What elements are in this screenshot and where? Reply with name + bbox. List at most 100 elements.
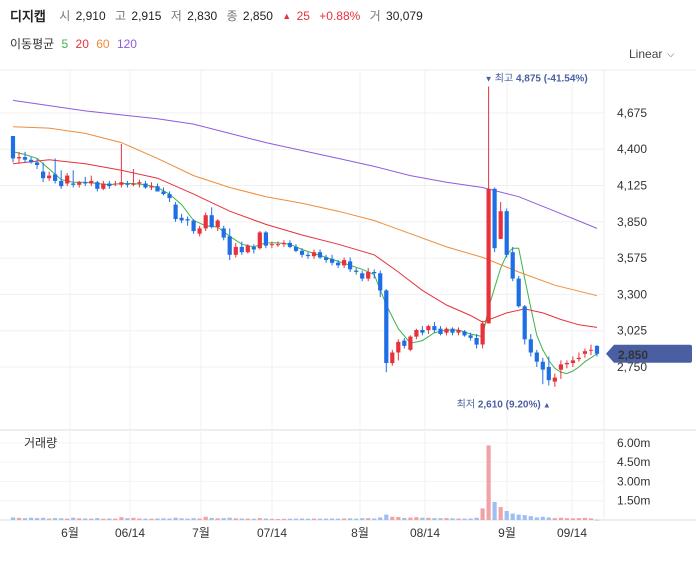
candle-body [486,188,491,324]
x-tick-label: 09/14 [557,526,587,540]
volume-tick-label: 6.00m [617,436,650,450]
candle-body [299,250,305,255]
x-tick-label: 7월 [192,526,210,540]
volume-bar [263,518,268,520]
candle-body [480,323,485,345]
x-tick-label: 08/14 [410,526,440,540]
volume-bar [450,518,455,520]
ma-120-legend[interactable]: 120 [116,37,137,51]
chevron-down-icon: ⌵ [667,49,675,59]
candle-body [570,360,575,363]
volume-bar [245,518,250,520]
moving-average-legend[interactable]: 이동평균 5 20 60 120 [10,35,141,52]
candle-body [558,364,563,370]
volume-bar [510,513,515,520]
candle-body [131,183,136,185]
ma-5-legend[interactable]: 5 [61,37,69,51]
candle-body [552,377,557,382]
candle-body [203,215,208,229]
moving-average-lines [12,99,598,375]
volume-bar [324,518,329,520]
volume-bar [540,516,545,520]
candle-body [149,186,154,188]
candle-body [438,328,443,334]
candle-body [107,183,112,187]
volume-bar [35,518,40,520]
candle-body [462,331,467,336]
candle-body [360,273,365,279]
volume-bar [113,518,118,520]
candle-body [281,242,286,245]
volume-tick-label: 1.50m [617,494,650,508]
volume-bar [65,518,70,520]
scale-dropdown[interactable]: Linear ⌵ [629,47,674,61]
x-tick-label: 06/14 [115,526,145,540]
candle-body [113,183,118,185]
candles [10,86,600,387]
volume-bar [299,518,305,520]
volume-bar [287,518,292,520]
current-price-tag: 2,850 [606,344,692,363]
candle-body [342,260,347,266]
volume-label: 거 [369,9,381,23]
ma-legend-label: 이동평균 [10,37,55,51]
candle-body [179,217,184,221]
candle-body [59,180,64,187]
volume-bar [426,517,431,520]
volume-bar [227,517,232,520]
y-tick-label: 3,025 [617,324,647,338]
y-tick-label: 3,850 [617,215,647,229]
candle-body [540,361,545,370]
volume-bar [149,518,154,520]
candle-body [233,246,238,255]
ma-60-legend[interactable]: 60 [96,37,110,51]
volume-bar [372,518,377,520]
volume-bar [125,518,130,520]
volume-bar [305,518,311,520]
candle-body [95,182,100,189]
candle-body [414,330,419,337]
volume-tick-label: 3.00m [617,474,650,488]
volume-bar [558,517,563,520]
volume-bar [396,517,401,520]
volume-bar [203,516,208,520]
candle-body [22,157,28,160]
candle-body [257,232,262,249]
volume-bar [534,517,539,520]
price-tag-shape [606,344,692,363]
candle-body [167,194,172,199]
candle-body [504,211,509,255]
candle-body [227,236,232,255]
candle-body [16,157,22,159]
volume-bar [348,518,353,520]
open-value: 2,910 [75,8,106,23]
volume-bar [486,445,491,520]
volume-bar [366,518,371,520]
volume-bar [594,519,600,521]
volume-bar [233,518,238,520]
volume-bar [16,517,22,520]
candle-body [209,215,214,228]
volume-bar [480,508,485,520]
volume-bar [83,518,88,520]
volume-bar [444,518,449,520]
volume-bar [53,518,58,520]
volume-bar [59,518,64,520]
ma-20-legend[interactable]: 20 [75,37,89,51]
volume-bar [390,516,395,520]
candle-body [317,252,323,258]
volume-bar [137,518,142,520]
volume-bar [47,518,52,520]
low-label: 저 [170,9,182,23]
volume-tick-label: 4.50m [617,455,650,469]
volume-bar [167,518,172,520]
volume-bar [504,511,509,520]
volume-bar [384,514,389,520]
volume-bar [528,516,533,520]
candle-body [77,182,82,185]
y-tick-label: 4,675 [617,106,647,120]
candle-body [336,262,341,266]
candle-body [89,180,94,184]
candle-body [269,244,274,246]
